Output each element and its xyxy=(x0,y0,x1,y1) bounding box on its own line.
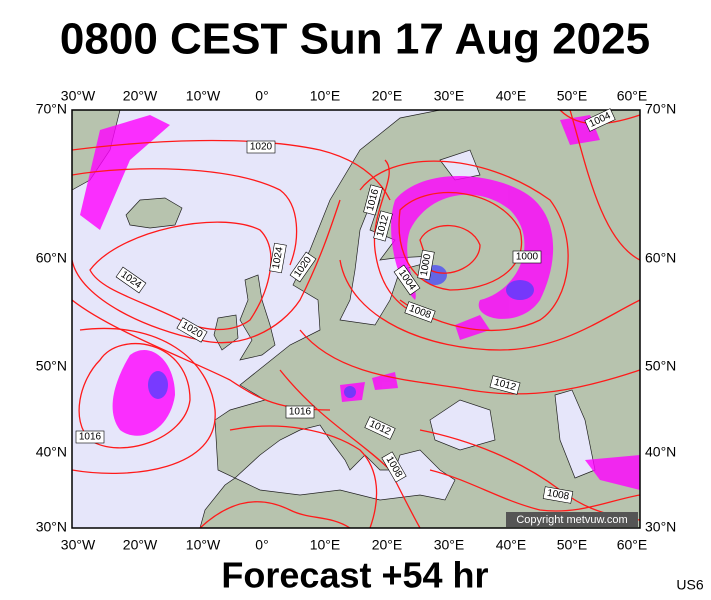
isobar-label: 1024 xyxy=(269,242,287,274)
isobar-label: 1000 xyxy=(512,250,542,264)
lat-label-left: 40°N xyxy=(36,444,67,460)
lat-label-left: 60°N xyxy=(36,250,67,266)
isobar-label-box xyxy=(393,264,421,296)
isobar-label-box xyxy=(364,416,396,440)
isobar-label: 1016 xyxy=(75,430,105,444)
isobar-label-text: 1008 xyxy=(546,488,570,503)
isobar-label-box xyxy=(246,140,276,154)
isobar-label: 1020 xyxy=(246,140,276,154)
forecast-label: Forecast +54 hr xyxy=(221,555,488,596)
lon-label-bottom: 30°E xyxy=(434,537,465,553)
lon-label-bottom: 40°E xyxy=(496,537,527,553)
lon-label-top: 20°E xyxy=(372,88,403,104)
isobar-label-box xyxy=(512,250,542,264)
isobar-label: 1008 xyxy=(542,486,574,504)
lat-label-right: 30°N xyxy=(645,519,676,535)
isobar-label: 1012 xyxy=(373,210,393,242)
isobar-label: 1016 xyxy=(285,405,315,419)
lat-label-right: 60°N xyxy=(645,250,676,266)
lon-label-top: 0° xyxy=(255,88,268,104)
isobar-label-box xyxy=(489,375,521,395)
isobar-label-text: 1000 xyxy=(419,253,434,277)
lon-label-top: 20°W xyxy=(123,88,158,104)
lon-label-top: 30°W xyxy=(61,88,96,104)
isobar-label-box xyxy=(176,317,208,343)
lat-label-left: 50°N xyxy=(36,358,67,374)
lon-label-bottom: 50°E xyxy=(557,537,588,553)
lon-label-bottom: 20°W xyxy=(123,537,158,553)
isobar-label-box xyxy=(269,242,287,274)
isobars xyxy=(72,110,640,528)
isobar-label-box xyxy=(373,210,393,242)
isobar-label-box xyxy=(404,301,436,323)
isobar-label-text: 1024 xyxy=(271,246,286,270)
map-area xyxy=(72,110,640,528)
map-frame xyxy=(71,109,641,529)
isobar-label: 1000 xyxy=(417,249,435,281)
lon-label-top: 40°E xyxy=(496,88,527,104)
isobar-label-text: 1000 xyxy=(516,252,539,263)
lat-label-right: 70°N xyxy=(645,101,676,117)
lon-label-top: 10°W xyxy=(186,88,221,104)
isobar-label-box xyxy=(542,486,574,504)
isobar-label: 1016 xyxy=(363,184,383,216)
isobar-label-box xyxy=(381,451,407,483)
lon-label-bottom: 0° xyxy=(255,537,268,553)
isobar-label-box xyxy=(584,108,616,132)
copyright-box xyxy=(506,512,638,527)
product-code: US6 xyxy=(676,577,703,593)
lon-label-bottom: 20°E xyxy=(372,537,403,553)
isobar-label-box xyxy=(285,405,315,419)
isobar-label-box xyxy=(289,251,317,283)
lon-label-top: 60°E xyxy=(617,88,648,104)
isobar-label-box xyxy=(115,266,147,294)
lon-label-bottom: 10°E xyxy=(310,537,341,553)
lon-label-bottom: 30°W xyxy=(61,537,96,553)
title: 0800 CEST Sun 17 Aug 2025 xyxy=(60,15,650,64)
lat-label-right: 50°N xyxy=(645,358,676,374)
lon-label-bottom: 10°W xyxy=(186,537,221,553)
isobar-label-box xyxy=(417,249,435,281)
isobar-label-text: 1016 xyxy=(79,432,102,443)
lon-label-bottom: 60°E xyxy=(617,537,648,553)
lon-label-top: 50°E xyxy=(557,88,588,104)
lon-label-top: 10°E xyxy=(310,88,341,104)
copyright: Copyright metvuw.com xyxy=(516,514,627,526)
isobar-label-box xyxy=(363,184,383,216)
isobar-label-text: 1020 xyxy=(250,142,273,153)
lat-label-left: 70°N xyxy=(36,101,67,117)
isobar-label-box xyxy=(75,430,105,444)
isobar-label: 1012 xyxy=(489,375,521,395)
lat-label-right: 40°N xyxy=(645,444,676,460)
isobar-label-text: 1016 xyxy=(289,407,312,418)
lat-label-left: 30°N xyxy=(36,519,67,535)
lon-label-top: 30°E xyxy=(434,88,465,104)
